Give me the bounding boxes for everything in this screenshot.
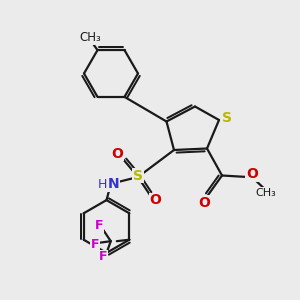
Text: S: S <box>222 112 233 125</box>
Text: O: O <box>198 196 210 210</box>
Text: CH₃: CH₃ <box>255 188 276 198</box>
Text: F: F <box>91 238 99 251</box>
Text: O: O <box>246 167 258 181</box>
Text: F: F <box>99 250 107 263</box>
Text: H: H <box>98 178 108 191</box>
Text: N: N <box>107 178 119 191</box>
Text: O: O <box>149 194 161 207</box>
Text: O: O <box>112 147 124 160</box>
Text: S: S <box>133 169 143 182</box>
Text: F: F <box>95 219 103 232</box>
Text: CH₃: CH₃ <box>79 31 101 44</box>
